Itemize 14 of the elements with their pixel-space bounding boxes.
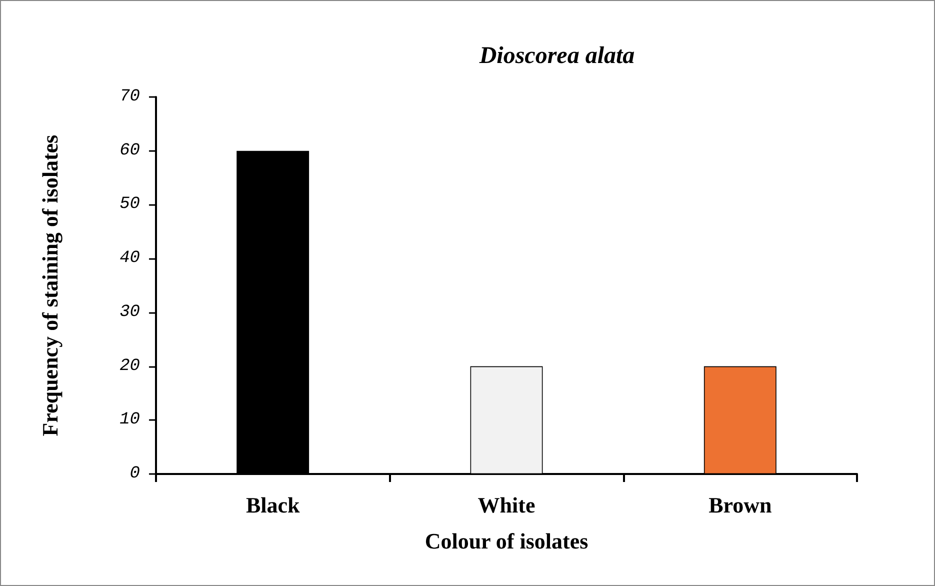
y-tick-label: 60 (120, 141, 140, 160)
y-tick-label: 0 (130, 464, 140, 484)
x-tick-label: Black (246, 492, 300, 518)
x-tick-label: White (478, 492, 536, 518)
x-tick-label: Brown (708, 492, 772, 518)
y-axis-title: Frequency of staining of isolates (38, 134, 62, 436)
y-tick-label: 30 (120, 302, 140, 322)
chart-title: Dioscorea alata (478, 43, 635, 69)
y-tick-label: 40 (120, 249, 140, 268)
x-axis-title: Colour of isolates (424, 528, 589, 554)
y-tick-label: 20 (120, 356, 140, 376)
y-tick-label: 70 (120, 88, 140, 106)
y-tick-label: 50 (120, 195, 140, 214)
y-tick-label: 10 (120, 410, 140, 430)
